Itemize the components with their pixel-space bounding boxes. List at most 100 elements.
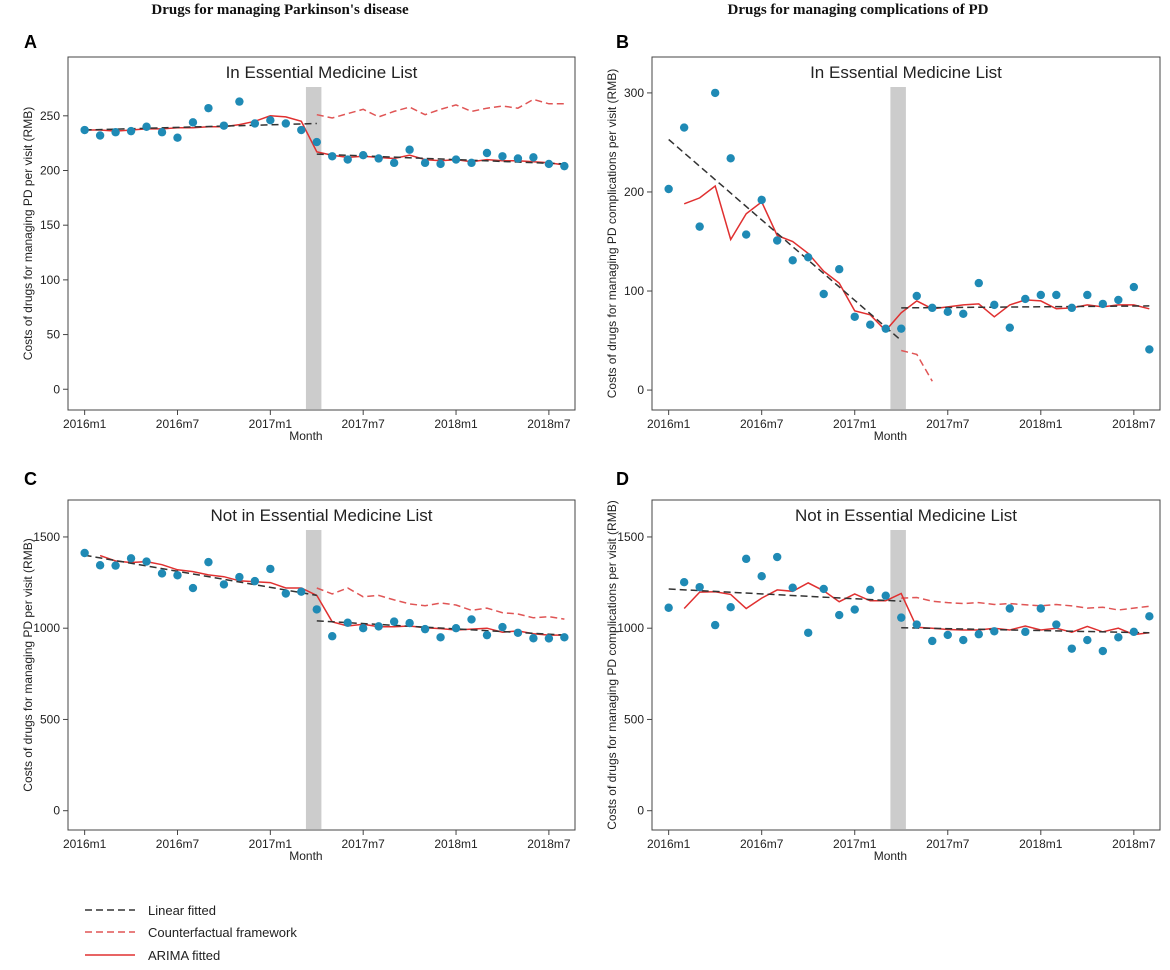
data-point: [726, 154, 735, 163]
data-point: [173, 133, 182, 142]
legend-label-counterfactual: Counterfactual framework: [148, 925, 297, 940]
data-point: [173, 571, 182, 580]
data-point: [482, 148, 492, 158]
data-point: [126, 126, 136, 136]
data-point: [560, 633, 569, 642]
intervention-band: [890, 530, 906, 829]
data-point: [1114, 295, 1123, 305]
data-point: [95, 131, 105, 140]
data-point: [513, 628, 523, 637]
panel-letter: D: [616, 469, 629, 489]
data-point: [990, 627, 999, 636]
legend-label-linear-fitted: Linear fitted: [148, 903, 216, 918]
data-point: [312, 605, 321, 614]
data-point: [804, 253, 813, 262]
data-point: [389, 158, 399, 168]
data-point: [959, 635, 968, 645]
linear-fitted-pre-line: [84, 554, 317, 597]
y-tick-label: 200: [40, 164, 60, 178]
legend: Linear fitted Counterfactual framework A…: [85, 903, 297, 963]
data-point: [80, 125, 89, 135]
y-tick-label: 1000: [33, 621, 60, 635]
chart-title: Not in Essential Medicine List: [795, 506, 1017, 525]
data-point: [1083, 635, 1092, 645]
linear-fitted-pre-line: [668, 588, 902, 602]
linear-fitted-post-line: [901, 305, 1150, 309]
data-point: [741, 554, 751, 564]
linear-fitted-pre-line: [84, 122, 317, 131]
plot-frame: [651, 499, 1161, 831]
data-point: [358, 624, 368, 633]
y-axis-label: Costs of drugs for managing PD per visit…: [21, 107, 35, 360]
data-point: [451, 155, 461, 164]
column-title-left: Drugs for managing Parkinson's disease: [151, 2, 409, 18]
data-point: [804, 628, 813, 637]
chart-title: Not in Essential Medicine List: [210, 506, 432, 525]
plot-frame: [67, 56, 576, 411]
data-point: [772, 552, 782, 562]
y-tick-label: 0: [637, 804, 644, 818]
data-point: [312, 137, 321, 147]
data-point: [1067, 303, 1077, 313]
x-tick-label: 2018m7: [527, 837, 571, 851]
data-point: [1098, 299, 1108, 309]
data-point: [866, 320, 875, 329]
data-point: [695, 222, 704, 231]
chart-title: In Essential Medicine List: [810, 63, 1002, 82]
data-point: [281, 589, 291, 598]
data-point: [560, 161, 569, 171]
y-tick-label: 1000: [617, 621, 644, 635]
x-tick-label: 2016m1: [647, 417, 691, 431]
data-point: [420, 158, 430, 168]
x-tick-label: 2018m1: [1019, 417, 1063, 431]
y-tick-label: 1500: [617, 530, 644, 544]
x-tick-label: 2016m7: [740, 837, 784, 851]
data-point: [297, 125, 306, 135]
data-point: [928, 303, 937, 313]
y-tick-label: 50: [47, 328, 61, 342]
data-point: [1067, 644, 1077, 653]
x-tick-label: 2017m1: [833, 837, 877, 851]
x-axis-label: Month: [874, 849, 907, 863]
x-tick-label: 2016m1: [63, 837, 107, 851]
x-tick-label: 2017m1: [249, 837, 293, 851]
data-point: [188, 118, 198, 127]
data-point: [235, 97, 244, 106]
data-point: [866, 585, 875, 595]
column-title-right: Drugs for managing complications of PD: [728, 2, 989, 18]
x-axis-label: Month: [289, 849, 322, 863]
data-point: [204, 557, 213, 567]
panel-a: A In Essential Medicine List 0 50 100 150 200 2…: [21, 32, 576, 443]
data-point: [912, 620, 921, 629]
data-point: [250, 576, 260, 586]
x-tick-label: 2016m1: [63, 417, 107, 431]
data-point: [328, 152, 337, 161]
data-point: [881, 324, 890, 333]
data-point: [188, 583, 198, 593]
data-point: [80, 548, 89, 558]
data-point: [1145, 345, 1154, 354]
x-tick-label: 2017m7: [341, 417, 385, 431]
data-point: [974, 278, 983, 288]
data-point: [741, 230, 751, 239]
linear-fitted-post-line: [316, 153, 565, 165]
y-tick-label: 200: [624, 185, 644, 199]
data-point: [1145, 612, 1154, 621]
panel-b: B In Essential Medicine List 0 100 200 300 201…: [605, 32, 1161, 443]
data-point: [343, 155, 352, 164]
y-tick-label: 100: [40, 273, 60, 287]
data-point: [710, 620, 720, 630]
data-point: [1114, 633, 1123, 642]
panel-letter: B: [616, 32, 629, 52]
y-tick-label: 300: [624, 86, 644, 100]
data-point: [544, 159, 554, 169]
y-tick-label: 0: [53, 804, 60, 818]
x-tick-label: 2017m7: [926, 837, 970, 851]
data-point: [664, 603, 673, 612]
data-point: [544, 634, 554, 643]
intervention-band: [305, 530, 322, 829]
x-tick-label: 2017m1: [833, 417, 877, 431]
data-point: [343, 618, 352, 627]
data-point: [436, 159, 445, 169]
